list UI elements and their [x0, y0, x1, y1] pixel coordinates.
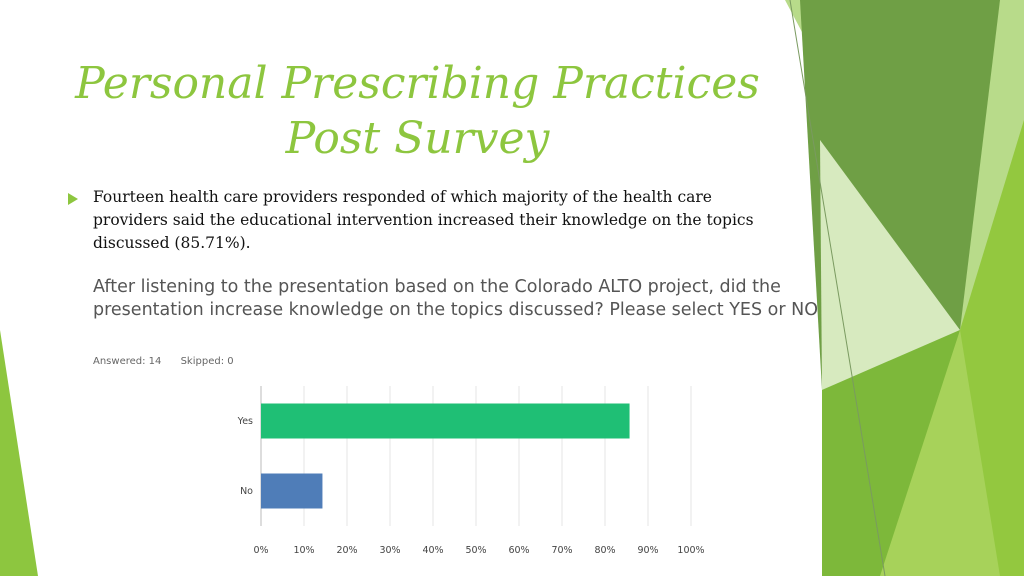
title-line-2: Post Survey [285, 113, 550, 164]
x-tick-label: 90% [637, 545, 658, 556]
x-tick-label: 10% [293, 545, 314, 556]
slide-title: Personal Prescribing Practices Post Surv… [60, 56, 775, 166]
x-tick-label: 100% [677, 545, 704, 556]
x-tick-label: 20% [336, 545, 357, 556]
response-meta: Answered: 14 Skipped: 0 [93, 356, 250, 367]
chart-labels: 0% 10% 20% 30% 40% 50% 60% 70% 80% 90% 100% Yes No [237, 416, 705, 556]
survey-bar-chart: 0% 10% 20% 30% 40% 50% 60% 70% 80% 90% 100% Yes No [237, 386, 705, 556]
skipped-count: Skipped: 0 [180, 356, 234, 367]
x-tick-label: 80% [594, 545, 615, 556]
x-tick-label: 40% [422, 545, 443, 556]
bar-no [261, 473, 323, 509]
x-tick-label: 60% [508, 545, 529, 556]
survey-question: After listening to the presentation base… [93, 277, 818, 320]
title-line-1: Personal Prescribing Practices [75, 58, 760, 109]
category-label: Yes [237, 416, 253, 427]
x-tick-label: 30% [379, 545, 400, 556]
category-label: No [240, 486, 253, 497]
x-tick-label: 0% [253, 545, 268, 556]
x-tick-label: 50% [465, 545, 486, 556]
bar-yes [261, 403, 630, 439]
answered-count: Answered: 14 [93, 356, 162, 367]
bullet-arrow-icon [68, 193, 78, 205]
chart-bars [261, 403, 630, 509]
bullet-text: Fourteen health care providers responded… [93, 188, 754, 252]
x-tick-label: 70% [551, 545, 572, 556]
